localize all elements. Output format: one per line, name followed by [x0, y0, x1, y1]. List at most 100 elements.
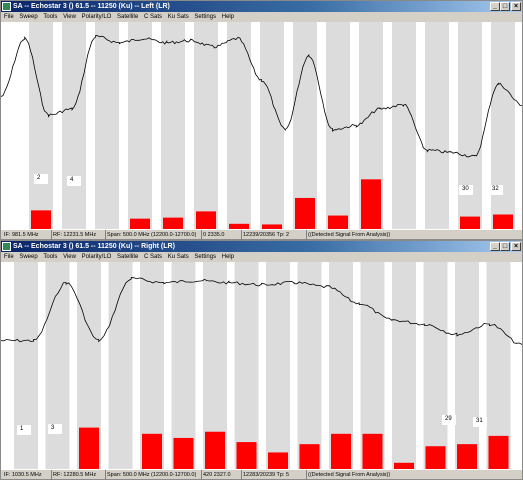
transponder-label: 31	[473, 417, 487, 427]
menu-satellite[interactable]: Satellite	[117, 254, 139, 260]
transponder-column	[260, 22, 284, 229]
transponder-column	[234, 262, 259, 469]
menu-bar: File Sweep Tools View Polarity/LO Satell…	[1, 252, 522, 262]
transponder-column	[425, 22, 449, 229]
menu-file[interactable]: File	[4, 254, 14, 260]
transponder-column	[171, 262, 196, 469]
signal-bar	[130, 218, 150, 229]
maximize-button[interactable]: □	[500, 2, 510, 11]
status-rf: RF: 12280.5 MHz	[51, 470, 97, 480]
menu-view[interactable]: View	[63, 14, 76, 20]
maximize-button[interactable]: □	[500, 242, 510, 251]
menu-ku-sats[interactable]: Ku Sats	[167, 254, 189, 260]
spectrum-plot[interactable]: 2 4 30 32	[1, 22, 522, 229]
menu-help[interactable]: Help	[221, 14, 235, 20]
signal-bar	[457, 444, 477, 469]
signal-bar	[205, 431, 225, 469]
menu-settings[interactable]: Settings	[194, 254, 217, 260]
transponder-column	[293, 22, 317, 229]
close-button[interactable]: ×	[511, 2, 521, 11]
spectrum-window-left: SA -- Echostar 3 () 61.5 -- 11250 (Ku) -…	[0, 0, 523, 240]
menu-file[interactable]: File	[4, 14, 14, 20]
menu-tools[interactable]: Tools	[43, 254, 58, 260]
signal-bar	[394, 462, 414, 469]
transponder-column	[108, 262, 133, 469]
signal-bar	[362, 433, 383, 469]
signal-bar	[299, 444, 320, 469]
transponder-column	[45, 262, 70, 469]
menu-settings[interactable]: Settings	[194, 14, 217, 20]
menu-tools[interactable]: Tools	[43, 14, 58, 20]
transponder-column	[392, 262, 416, 469]
transponder-column	[95, 22, 119, 229]
signal-bar	[196, 211, 216, 229]
spectrum-window-right: SA -- Echostar 3 () 61.5 -- 11250 (Ku) -…	[0, 240, 523, 480]
transponder-column	[297, 262, 322, 469]
window-title: SA -- Echostar 3 () 61.5 -- 11250 (Ku) -…	[13, 243, 175, 250]
transponder-label: 32	[489, 185, 503, 195]
signal-bar	[268, 452, 288, 469]
menu-c-sats[interactable]: C Sats	[144, 254, 163, 260]
transponder-column	[392, 22, 416, 229]
signal-bar	[79, 427, 99, 469]
menu-sweep[interactable]: Sweep	[19, 14, 38, 20]
status-if: IF: 981.5 MHz	[4, 232, 39, 238]
menu-satellite[interactable]: Satellite	[117, 14, 139, 20]
status-position: 12239/20356 Tp: 2	[241, 230, 290, 240]
transponder-label: 29	[442, 415, 456, 425]
transponder-column	[194, 22, 218, 229]
status-bar: IF: 1030.5 MHz RF: 12280.5 MHz Span: 500…	[1, 469, 522, 480]
transponder-column	[266, 262, 290, 469]
status-level: 0 2335.0	[201, 230, 225, 240]
menu-help[interactable]: Help	[221, 254, 235, 260]
transponder-column	[458, 22, 482, 229]
signal-bar	[493, 214, 513, 229]
transponder-label: 2	[34, 174, 48, 184]
signal-bar	[173, 437, 194, 469]
transponder-column	[29, 22, 53, 229]
status-span: Span: 500.0 MHz (12200.0-12700.0)	[105, 470, 197, 480]
signal-bar	[361, 179, 381, 229]
transponder-column	[62, 22, 86, 229]
menu-c-sats[interactable]: C Sats	[144, 14, 163, 20]
signal-bar	[488, 435, 509, 469]
spectrum-plot[interactable]: 1 3 29 31	[1, 262, 522, 469]
menu-view[interactable]: View	[63, 254, 76, 260]
signal-bar	[142, 433, 162, 469]
app-icon	[2, 2, 11, 11]
spectrum-graph	[1, 262, 522, 469]
status-bar: IF: 981.5 MHz RF: 12231.5 MHz Span: 500.…	[1, 229, 522, 240]
transponder-column	[14, 262, 38, 469]
transponder-label: 3	[48, 424, 62, 434]
menu-bar: File Sweep Tools View Polarity/LO Satell…	[1, 12, 522, 22]
status-span: Span: 500.0 MHz (12200.0-12700.0)	[105, 230, 197, 240]
transponder-column	[491, 22, 515, 229]
app-icon	[2, 242, 11, 251]
title-bar[interactable]: SA -- Echostar 3 () 61.5 -- 11250 (Ku) -…	[1, 1, 522, 12]
transponder-column	[326, 22, 350, 229]
transponder-column	[423, 262, 448, 469]
transponder-column	[161, 22, 185, 229]
status-level: 420 2327.0	[201, 470, 231, 480]
menu-polarity-lo[interactable]: Polarity/LO	[81, 14, 112, 20]
minimize-button[interactable]: _	[490, 2, 500, 11]
close-button[interactable]: ×	[511, 242, 521, 251]
transponder-label: 30	[459, 185, 473, 195]
transponder-column	[486, 262, 511, 469]
menu-sweep[interactable]: Sweep	[19, 254, 38, 260]
transponder-column	[128, 22, 152, 229]
signal-bar	[236, 442, 257, 469]
signal-bar	[328, 215, 348, 229]
signal-bar	[425, 446, 446, 469]
title-bar[interactable]: SA -- Echostar 3 () 61.5 -- 11250 (Ku) -…	[1, 241, 522, 252]
transponder-column	[455, 262, 479, 469]
signal-bar	[460, 216, 480, 229]
signal-bar	[229, 223, 249, 229]
window-title: SA -- Echostar 3 () 61.5 -- 11250 (Ku) -…	[13, 3, 170, 10]
menu-polarity-lo[interactable]: Polarity/LO	[81, 254, 112, 260]
menu-ku-sats[interactable]: Ku Sats	[167, 14, 189, 20]
signal-bar	[295, 197, 315, 229]
signal-bar	[262, 224, 282, 229]
status-position: 12283/20239 Tp: 5	[241, 470, 290, 480]
minimize-button[interactable]: _	[490, 242, 500, 251]
